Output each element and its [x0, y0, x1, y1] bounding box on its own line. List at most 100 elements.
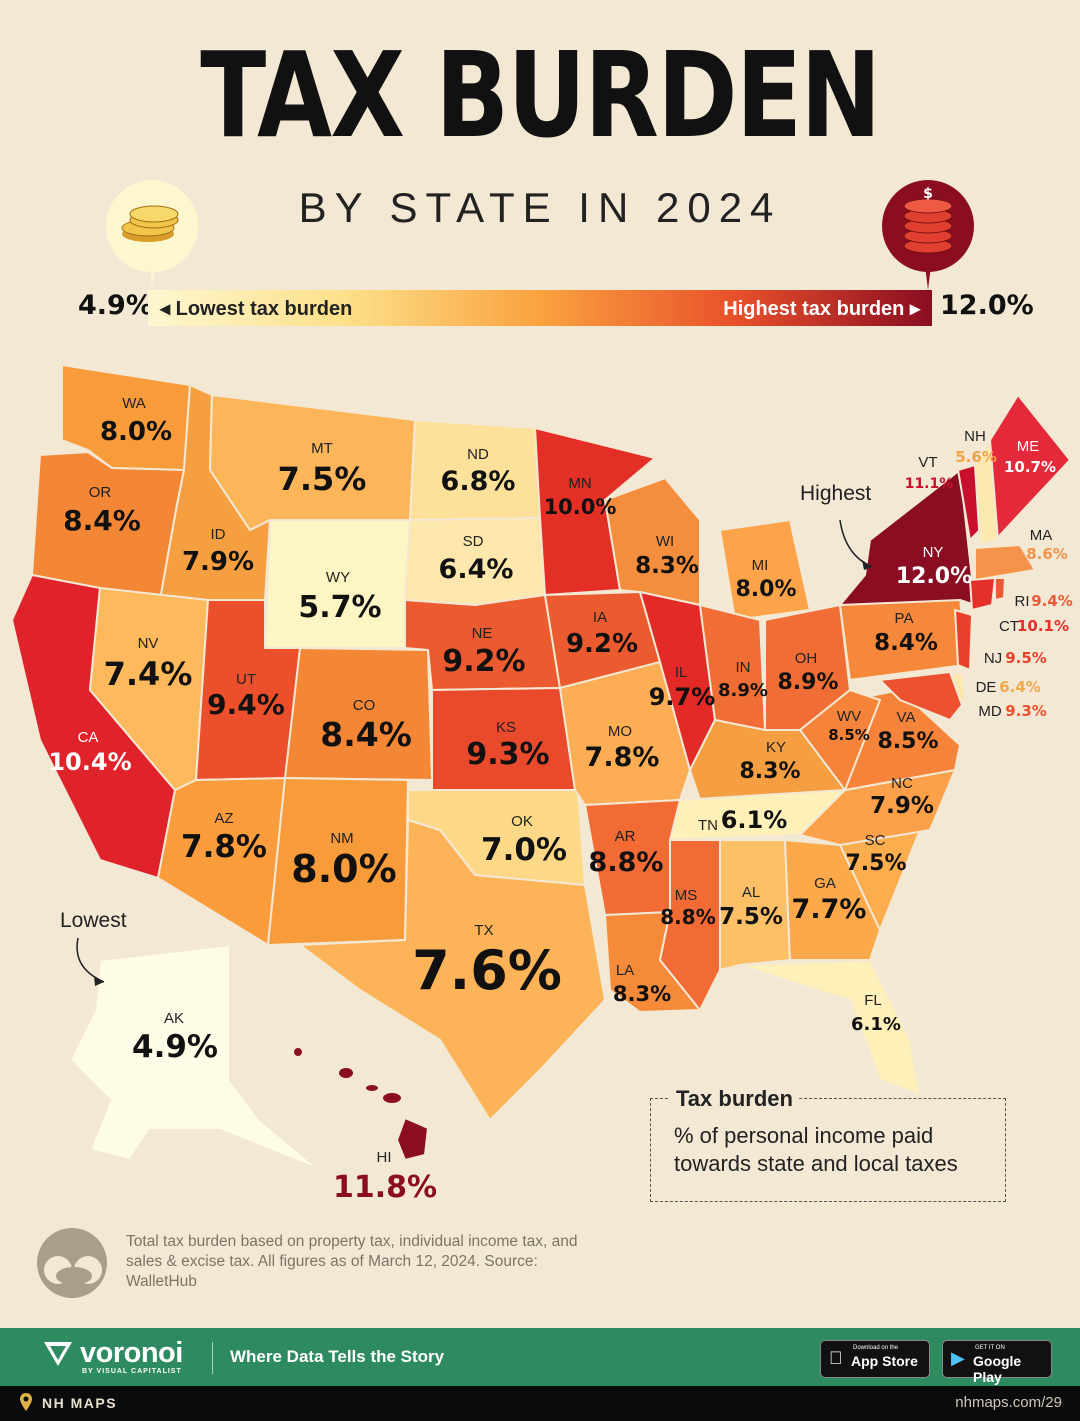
label-VT: VT 11.1% — [905, 454, 954, 492]
label-MN: MN 10.0% — [544, 475, 617, 519]
svg-text:7.0%: 7.0% — [481, 832, 567, 868]
lowest-annotation: Lowest — [60, 909, 127, 986]
svg-text:8.9%: 8.9% — [718, 680, 768, 701]
label-NJ: NJ 9.5% — [984, 649, 1047, 667]
page-subtitle: BY STATE IN 2024 — [298, 184, 782, 231]
svg-text:TN: TN — [698, 817, 718, 834]
svg-text:UT: UT — [236, 671, 256, 688]
label-DE: DE 6.4% — [976, 678, 1041, 696]
scale-max-value: 12.0% — [940, 290, 1034, 321]
label-IL: IL 9.7% — [649, 664, 716, 711]
state-ME — [989, 394, 1071, 541]
label-GA: GA 7.7% — [792, 875, 867, 925]
google-play-badge[interactable]: ▶ GET IT ON Google Play — [942, 1340, 1052, 1385]
svg-text:8.9%: 8.9% — [777, 670, 838, 695]
gold-coins-icon — [106, 180, 198, 290]
svg-text:10.4%: 10.4% — [48, 748, 131, 776]
label-MA: MA8.6% — [1026, 527, 1068, 563]
svg-text:5.7%: 5.7% — [298, 590, 381, 625]
app-store-badge[interactable]:  Download on the App Store — [820, 1340, 930, 1378]
label-IA: IA 9.2% — [566, 609, 638, 659]
scale-min-value: 4.9% — [78, 290, 153, 321]
svg-text:7.6%: 7.6% — [412, 939, 562, 1002]
legend-box — [650, 1098, 1006, 1202]
svg-text:AL: AL — [742, 884, 760, 901]
svg-text:8.6%: 8.6% — [1026, 545, 1068, 563]
svg-text:OR: OR — [89, 484, 112, 501]
svg-text:Lowest: Lowest — [60, 909, 127, 932]
state-WV — [799, 689, 881, 791]
label-ME: ME 10.7% — [1004, 438, 1056, 476]
label-KY: KY 8.3% — [739, 739, 800, 784]
svg-text:NH: NH — [964, 428, 986, 445]
svg-text:SD: SD — [463, 533, 484, 550]
svg-text:9.4%: 9.4% — [207, 688, 285, 721]
svg-text:Highest: Highest — [800, 482, 871, 505]
svg-text:9.5%: 9.5% — [1005, 649, 1047, 667]
svg-text:OH: OH — [795, 650, 818, 667]
label-KS: KS9.3% — [466, 719, 549, 772]
label-ND: ND 6.8% — [441, 446, 516, 497]
svg-text:8.3%: 8.3% — [635, 553, 699, 579]
svg-text:VT: VT — [918, 454, 937, 471]
svg-text:IA: IA — [593, 609, 607, 626]
states-layer — [11, 364, 1071, 1171]
label-IN: IN 8.9% — [718, 659, 768, 701]
svg-text:TX: TX — [474, 922, 493, 939]
brand-subtitle: BY VISUAL CAPITALIST — [82, 1368, 182, 1375]
svg-text:10.0%: 10.0% — [544, 495, 617, 519]
bottom-brand: NH MAPS — [42, 1395, 118, 1411]
svg-text:MS: MS — [675, 887, 698, 904]
svg-text:7.5%: 7.5% — [845, 851, 906, 876]
svg-text:DE: DE — [976, 679, 997, 696]
label-MS: MS8.8% — [660, 887, 715, 929]
label-FL: FL 6.1% — [851, 992, 901, 1035]
svg-text:NY: NY — [923, 544, 944, 561]
svg-text:NV: NV — [138, 635, 159, 652]
highest-annotation: Highest — [800, 482, 873, 570]
state-AL — [719, 839, 791, 971]
label-OR: OR 8.4% — [63, 484, 141, 537]
state-AZ — [157, 777, 286, 946]
svg-text:MO: MO — [608, 723, 632, 740]
state-RI — [994, 577, 1006, 601]
scale-low-label: ◂ Lowest tax burden — [160, 298, 353, 320]
bottom-url[interactable]: nhmaps.com/29 — [955, 1394, 1062, 1411]
binoculars-icon — [37, 1228, 107, 1298]
label-UT: UT9.4% — [207, 671, 285, 721]
label-VA: VA 8.5% — [877, 709, 938, 754]
svg-text:8.4%: 8.4% — [63, 504, 141, 537]
label-TX: TX7.6% — [412, 922, 562, 1002]
svg-text:9.3%: 9.3% — [466, 737, 549, 772]
svg-text:MA: MA — [1030, 527, 1053, 544]
brand-name: voronoi — [80, 1337, 183, 1369]
label-WA: WA 8.0% — [100, 395, 172, 447]
label-RI: RI 9.4% — [1015, 592, 1073, 610]
state-MD — [879, 671, 963, 721]
page-title: TAX BURDEN — [200, 26, 881, 164]
svg-text:WY: WY — [326, 569, 350, 586]
svg-text:8.5%: 8.5% — [828, 726, 870, 744]
svg-text:MD: MD — [978, 703, 1001, 720]
svg-text:11.8%: 11.8% — [333, 1170, 437, 1205]
svg-text:8.5%: 8.5% — [877, 729, 938, 754]
state-NJ — [954, 609, 973, 671]
color-scale-bar — [148, 290, 932, 326]
scale-high-label: Highest tax burden ▸ — [723, 298, 920, 320]
svg-text:VA: VA — [897, 709, 916, 726]
footer-tagline: Where Data Tells the Story — [230, 1347, 445, 1366]
label-LA: LA 8.3% — [613, 962, 671, 1006]
svg-text:7.9%: 7.9% — [870, 793, 934, 819]
svg-text:7.8%: 7.8% — [181, 829, 267, 865]
svg-text:4.9%: 4.9% — [132, 1029, 218, 1065]
svg-text:NC: NC — [891, 775, 913, 792]
svg-text:OK: OK — [511, 813, 533, 830]
label-AK: AK 4.9% — [132, 1010, 218, 1065]
label-NV: NV 7.4% — [104, 635, 193, 693]
label-WV: WV8.5% — [828, 708, 870, 744]
svg-text:6.4%: 6.4% — [999, 678, 1041, 696]
svg-text:CT: CT — [999, 618, 1019, 635]
svg-text:7.5%: 7.5% — [719, 904, 783, 930]
play-icon: ▶ — [951, 1348, 965, 1368]
